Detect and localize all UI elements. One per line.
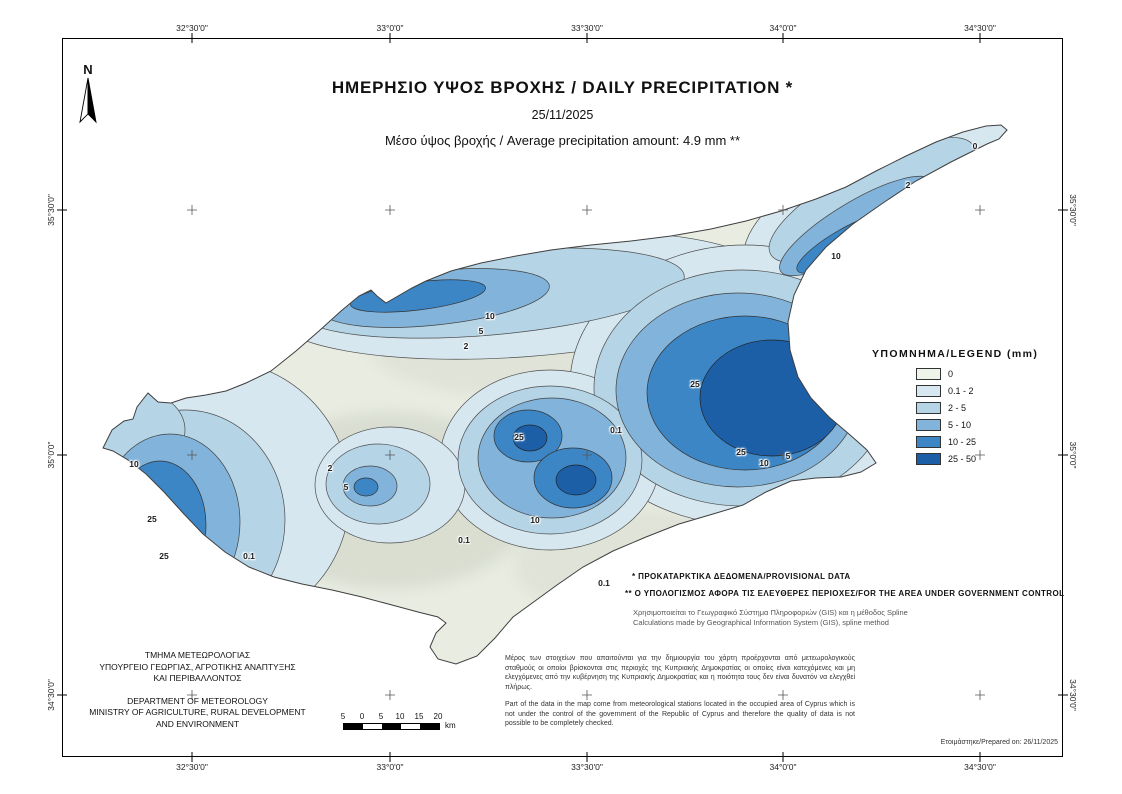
agency-gr-line: ΤΜΗΜΑ ΜΕΤΕΩΡΟΛΟΓΙΑΣ bbox=[144, 650, 251, 660]
note-provisional: * ΠΡΟΚΑΤΑΡΚΤΙΚΑ ΔΕΔΟΜΕΝΑ/PROVISIONAL DAT… bbox=[632, 572, 851, 581]
note-gis-en: Calculations made by Geographical Inform… bbox=[633, 618, 889, 627]
legend-label: 2 - 5 bbox=[948, 402, 967, 413]
latitude-label-left: 35°30'0" bbox=[46, 194, 56, 226]
longitude-label-top: 33°30'0" bbox=[571, 23, 603, 33]
disclaimer-greek: Μέρος των στοιχείων που απαιτούνται για … bbox=[505, 655, 855, 691]
latitude-label-right: 35°0'0" bbox=[1068, 441, 1078, 469]
scale-tick: 15 bbox=[414, 712, 424, 721]
legend-row: 2 - 5 bbox=[916, 401, 1062, 414]
longitude-label-bottom: 34°30'0" bbox=[964, 762, 996, 772]
longitude-label-top: 32°30'0" bbox=[176, 23, 208, 33]
scale-tick: 20 bbox=[433, 712, 443, 721]
agency-block: ΤΜΗΜΑ ΜΕΤΕΩΡΟΛΟΓΙΑΣ ΥΠΟΥΡΓΕΙΟ ΓΕΩΡΓΙΑΣ, … bbox=[65, 650, 330, 730]
legend-row: 25 - 50 bbox=[916, 452, 1062, 465]
longitude-label-bottom: 33°30'0" bbox=[571, 762, 603, 772]
legend-label: 10 - 25 bbox=[948, 436, 977, 447]
legend-row: 0 bbox=[916, 367, 1062, 380]
longitude-label-bottom: 34°0'0" bbox=[769, 762, 797, 772]
longitude-label-bottom: 33°0'0" bbox=[376, 762, 404, 772]
prepared-on: Ετοιμάστηκε/Prepared on: 26/11/2025 bbox=[940, 739, 1058, 746]
longitude-label-bottom: 32°30'0" bbox=[176, 762, 208, 772]
north-arrow-label: N bbox=[83, 62, 93, 77]
scale-tick: 5 bbox=[378, 712, 384, 721]
note-gis-gr: Χρησιμοποιείται το Γεωγραφικό Σύστημα Πλ… bbox=[633, 608, 908, 617]
legend-swatch bbox=[916, 367, 941, 380]
legend-label: 5 - 10 bbox=[948, 419, 972, 430]
longitude-label-top: 33°0'0" bbox=[376, 23, 404, 33]
legend-row: 0.1 - 2 bbox=[916, 384, 1062, 397]
scale-tick: 10 bbox=[395, 712, 405, 721]
agency-gr-line: ΥΠΟΥΡΓΕΙΟ ΓΕΩΡΓΙΑΣ, ΑΓΡΟΤΙΚΗΣ ΑΝΑΠΤΥΞΗΣ bbox=[99, 661, 296, 672]
scale-unit: km bbox=[445, 721, 456, 730]
map-date: 25/11/2025 bbox=[531, 108, 594, 122]
latitude-label-right: 34°30'0" bbox=[1068, 679, 1078, 711]
legend-label: 0.1 - 2 bbox=[948, 385, 974, 396]
scale-bar-numbers: 5 0 5 10 15 20 bbox=[340, 712, 473, 722]
legend-swatch bbox=[916, 418, 941, 431]
map-title: ΗΜΕΡΗΣΙΟ ΥΨΟΣ ΒΡΟΧΗΣ / DAILY PRECIPITATI… bbox=[331, 78, 794, 97]
note-gis: Χρησιμοποιείται το Γεωγραφικό Σύστημα Πλ… bbox=[633, 608, 908, 628]
legend-swatch bbox=[916, 384, 941, 397]
legend: ΥΠΟΜΝΗΜΑ/LEGEND (mm) 0 0.1 - 2 2 - 5 5 -… bbox=[872, 348, 1062, 469]
note-free-areas: ** Ο ΥΠΟΛΟΓΙΣΜΟΣ ΑΦΟΡΑ ΤΙΣ ΕΛΕΥΘΕΡΕΣ ΠΕΡ… bbox=[625, 589, 1065, 598]
latitude-label-left: 34°30'0" bbox=[46, 679, 56, 711]
agency-en-line: AND ENVIRONMENT bbox=[155, 718, 240, 729]
longitude-label-top: 34°0'0" bbox=[769, 23, 797, 33]
legend-label: 0 bbox=[948, 368, 954, 379]
latitude-label-left: 35°0'0" bbox=[46, 441, 56, 469]
legend-label: 25 - 50 bbox=[948, 453, 977, 464]
scale-tick: 0 bbox=[359, 712, 365, 721]
legend-swatch bbox=[916, 452, 941, 465]
scale-bar-segments bbox=[343, 723, 440, 730]
disclaimer-english: Part of the data in the map come from me… bbox=[505, 701, 855, 728]
legend-row: 5 - 10 bbox=[916, 418, 1062, 431]
agency-gr-line: ΚΑΙ ΠΕΡΙΒΑΛΛΟΝΤΟΣ bbox=[153, 673, 242, 683]
north-arrow-icon bbox=[79, 77, 97, 124]
longitude-label-top: 34°30'0" bbox=[964, 23, 996, 33]
legend-swatch bbox=[916, 401, 941, 414]
scale-tick: 5 bbox=[340, 712, 346, 721]
agency-en-line: DEPARTMENT OF METEOROLOGY bbox=[127, 695, 268, 706]
latitude-label-right: 35°30'0" bbox=[1068, 194, 1078, 226]
legend-swatch bbox=[916, 435, 941, 448]
scale-bar: 5 0 5 10 15 20 km bbox=[340, 712, 473, 736]
map-subtitle: Μέσο ύψος βροχής / Average precipitation… bbox=[384, 133, 741, 148]
legend-row: 10 - 25 bbox=[916, 435, 1062, 448]
legend-title: ΥΠΟΜΝΗΜΑ/LEGEND (mm) bbox=[872, 348, 1039, 360]
agency-en-line: MINISTRY OF AGRICULTURE, RURAL DEVELOPME… bbox=[89, 707, 306, 717]
